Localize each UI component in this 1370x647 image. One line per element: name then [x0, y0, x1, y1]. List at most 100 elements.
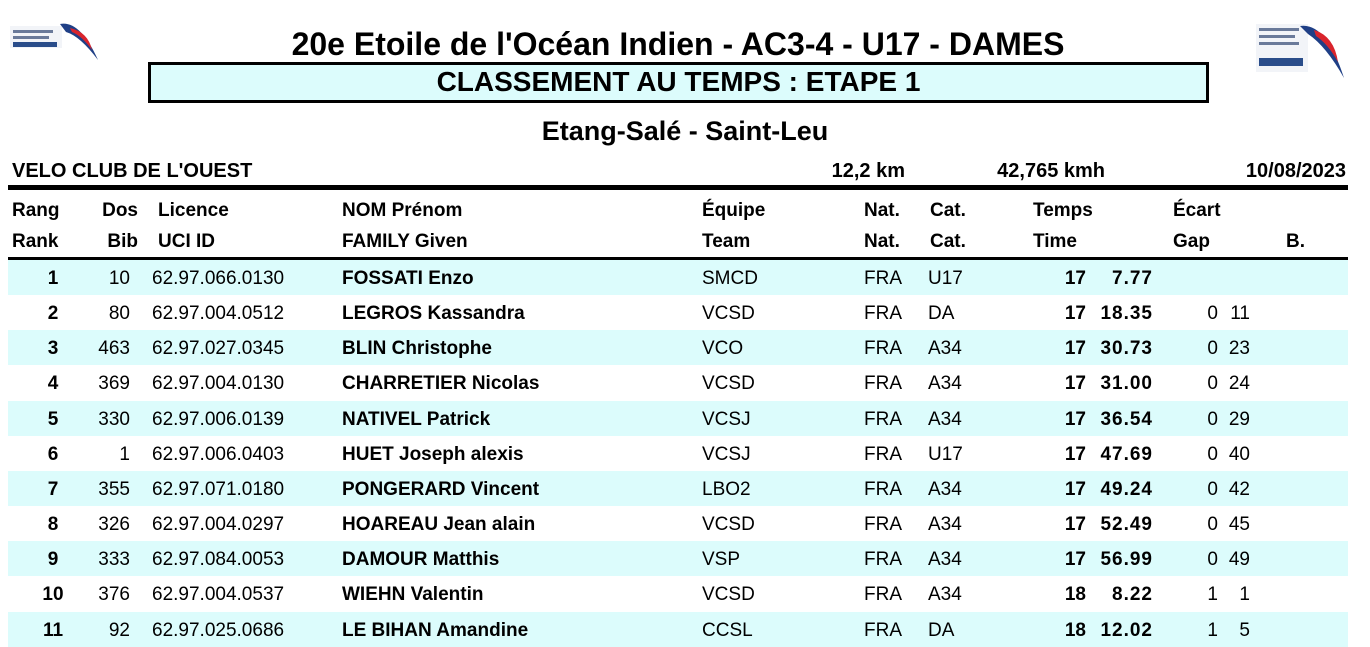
- column-header: Rank: [12, 231, 59, 252]
- subtitle-box: [148, 62, 1209, 103]
- name-cell: LEGROS Kassandra: [342, 303, 525, 325]
- gap-minutes: 0: [1207, 373, 1218, 395]
- column-header: Nat.: [864, 231, 900, 252]
- nat-cell: FRA: [864, 303, 902, 325]
- time-seconds: 12.02: [1100, 619, 1153, 641]
- nat-cell: FRA: [864, 338, 902, 360]
- licence-cell: 62.97.006.0403: [152, 443, 285, 465]
- team-cell: VCSD: [702, 514, 755, 536]
- column-header: Cat.: [930, 200, 966, 221]
- nat-cell: FRA: [864, 619, 902, 641]
- table-row: 9 333 62.97.084.0053 DAMOUR Matthis VSP FRA A3…: [8, 541, 1348, 577]
- name-cell: CHARRETIER Nicolas: [342, 373, 540, 395]
- column-header: Cat.: [930, 231, 966, 252]
- logo-left: [10, 23, 98, 60]
- licence-cell: 62.97.025.0686: [152, 619, 285, 641]
- time-minutes: 17: [1064, 408, 1086, 430]
- club: VELO CLUB DE L'OUEST: [12, 160, 253, 182]
- name-cell: PONGERARD Vincent: [342, 478, 540, 500]
- gap-minutes: 1: [1207, 584, 1218, 606]
- time-seconds: 36.54: [1100, 408, 1153, 430]
- distance: 12,2 km: [831, 160, 905, 182]
- licence-cell: 62.97.027.0345: [152, 338, 285, 360]
- gap-minutes: 0: [1207, 514, 1218, 536]
- bib-cell: 326: [98, 514, 130, 536]
- column-header: NOM Prénom: [342, 200, 463, 221]
- nat-cell: FRA: [864, 549, 902, 571]
- licence-cell: 62.97.006.0139: [152, 408, 285, 430]
- bib-cell: 333: [98, 549, 130, 571]
- gap-seconds: 24: [1228, 373, 1250, 395]
- cat-cell: DA: [928, 619, 955, 641]
- table-row: 6 1 62.97.006.0403 HUET Joseph alexis VCSJ FR…: [8, 435, 1348, 471]
- nat-cell: FRA: [864, 584, 902, 606]
- date: 10/08/2023: [1245, 160, 1346, 182]
- table-row: 5 330 62.97.006.0139 NATIVEL Patrick VCSJ FRA…: [8, 400, 1348, 436]
- gap-seconds: 49: [1228, 549, 1250, 571]
- team-cell: CCSL: [702, 619, 753, 641]
- stage: Etang-Salé - Saint-Leu: [541, 116, 829, 146]
- nat-cell: FRA: [864, 373, 902, 395]
- time-seconds: 8.22: [1112, 584, 1153, 606]
- gap-minutes: 0: [1207, 408, 1218, 430]
- column-header: B.: [1286, 231, 1305, 252]
- time-minutes: 17: [1064, 373, 1086, 395]
- time-seconds: 52.49: [1100, 514, 1153, 536]
- nat-cell: FRA: [864, 514, 902, 536]
- time-seconds: 47.69: [1100, 443, 1153, 465]
- gap-minutes: 0: [1207, 303, 1218, 325]
- rank-cell: 8: [47, 514, 59, 536]
- rank-cell: 7: [47, 478, 59, 500]
- column-header: Team: [702, 231, 751, 252]
- name-cell: HOAREAU Jean alain: [342, 514, 536, 536]
- cat-cell: A34: [928, 408, 962, 430]
- rank-cell: 5: [47, 408, 59, 430]
- page: 20e Etoile de l'Océan Indien - AC3-4 - U…: [8, 23, 1348, 647]
- time-minutes: 17: [1064, 338, 1086, 360]
- bib-cell: 369: [98, 373, 130, 395]
- gap-seconds: 5: [1239, 619, 1250, 641]
- rank-cell: 4: [47, 373, 59, 395]
- column-header: Time: [1033, 231, 1078, 252]
- team-cell: VCSJ: [702, 408, 751, 430]
- gap-minutes: 0: [1207, 549, 1218, 571]
- name-cell: LE BIHAN Amandine: [342, 619, 529, 641]
- time-minutes: 17: [1064, 303, 1086, 325]
- bib-cell: 10: [108, 268, 130, 289]
- team-cell: VCSD: [702, 584, 755, 606]
- column-header: Bib: [107, 231, 138, 252]
- cat-cell: A34: [928, 549, 962, 571]
- gap-minutes: 0: [1207, 478, 1218, 500]
- column-header: Temps: [1033, 200, 1093, 221]
- cat-cell: U17: [928, 443, 963, 465]
- time-minutes: 18: [1064, 584, 1086, 606]
- column-header: Licence: [158, 200, 229, 221]
- time-minutes: 17: [1064, 549, 1086, 571]
- cat-cell: DA: [928, 303, 955, 325]
- time-minutes: 17: [1064, 443, 1086, 465]
- team-cell: VCSD: [702, 373, 755, 395]
- bib-cell: 92: [108, 619, 130, 641]
- team-cell: VCSD: [702, 303, 755, 325]
- gap-seconds: 29: [1228, 408, 1250, 430]
- team-cell: LBO2: [702, 478, 751, 500]
- title: 20e Etoile de l'Océan Indien - AC3-4 - U…: [291, 26, 1065, 62]
- nat-cell: FRA: [864, 478, 902, 500]
- column-header: Gap: [1173, 231, 1210, 252]
- time-minutes: 18: [1064, 619, 1086, 641]
- time-seconds: 49.24: [1100, 478, 1153, 500]
- team-cell: VCO: [702, 338, 744, 360]
- column-header: Nat.: [864, 200, 900, 221]
- licence-cell: 62.97.004.0297: [152, 514, 285, 536]
- time-seconds: 30.73: [1100, 338, 1153, 360]
- cat-cell: U17: [928, 268, 963, 289]
- gap-minutes: 0: [1207, 443, 1218, 465]
- rank-cell: 3: [47, 338, 59, 360]
- licence-cell: 62.97.071.0180: [152, 478, 285, 500]
- bib-cell: 376: [98, 584, 130, 606]
- column-header: UCI ID: [158, 231, 215, 252]
- gap-seconds: 45: [1228, 514, 1250, 536]
- rule: [8, 257, 1348, 260]
- team-cell: VCSJ: [702, 443, 751, 465]
- licence-cell: 62.97.004.0130: [152, 373, 285, 395]
